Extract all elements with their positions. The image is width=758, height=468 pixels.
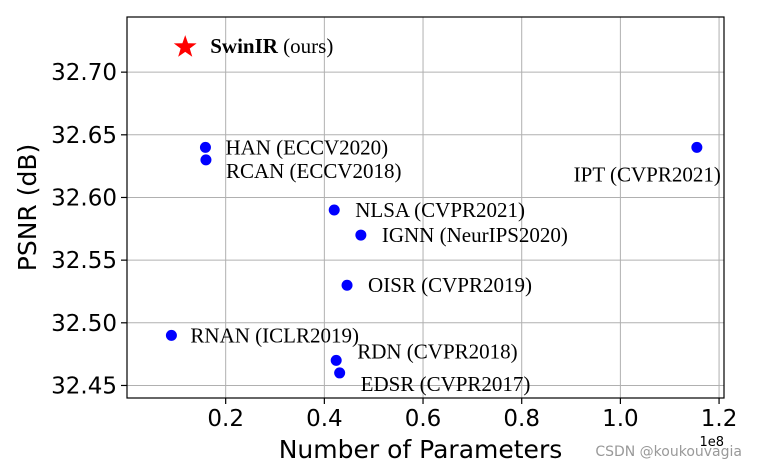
point-rdn-label: RDN (CVPR2018) <box>357 339 517 363</box>
point-swinir-label-bold: SwinIR <box>210 34 279 58</box>
point-oisr-label: OISR (CVPR2019) <box>368 273 532 297</box>
point-swinir-label: SwinIR (ours) <box>210 34 333 58</box>
x-tick-label: 0.4 <box>306 406 343 432</box>
watermark-text: CSDN @koukouvagia <box>595 444 742 460</box>
y-tick-label: 32.60 <box>51 185 117 211</box>
x-axis-exponent: 1e8 <box>699 435 724 450</box>
point-ignn-label: IGNN (NeurIPS2020) <box>382 223 568 247</box>
y-axis-title: PSNR (dB) <box>13 144 42 272</box>
point-rnan-label: RNAN (ICLR2019) <box>190 323 359 347</box>
data-points: SwinIR (ours) HAN (ECCV2020)RCAN (ECCV201… <box>165 34 721 396</box>
point-nlsa-label: NLSA (CVPR2021) <box>355 198 525 222</box>
point-swinir-star-marker <box>173 35 197 57</box>
plot-frame <box>126 16 725 399</box>
point-edsr-label: EDSR (CVPR2017) <box>361 372 531 396</box>
y-tick-label: 32.55 <box>51 248 117 274</box>
x-tick-label: 1.0 <box>602 406 639 432</box>
point-edsr-marker <box>334 367 346 379</box>
grid-lines <box>127 17 724 398</box>
y-tick-label: 32.50 <box>51 311 117 337</box>
x-axis-title: Number of Parameters <box>279 435 563 464</box>
point-rnan-marker <box>165 329 177 341</box>
x-tick-label: 1.2 <box>701 406 738 432</box>
point-rcan-marker <box>200 154 212 166</box>
axis-ticks: 0.2 0.4 0.6 0.8 1.0 1.2 32.45 32.50 32.55 32.60 32… <box>51 60 737 432</box>
point-oisr-marker <box>341 279 353 291</box>
point-rdn-marker <box>330 354 342 366</box>
x-tick-label: 0.2 <box>207 406 244 432</box>
point-rcan-label: RCAN (ECCV2018) <box>226 159 402 183</box>
y-tick-label: 32.70 <box>51 60 117 86</box>
y-tick-label: 32.65 <box>51 123 117 149</box>
point-ignn-marker <box>355 229 367 241</box>
point-swinir-label-rest: (ours) <box>278 34 333 58</box>
point-nlsa-marker <box>328 204 340 216</box>
y-tick-label: 32.45 <box>51 373 117 399</box>
point-ipt-marker <box>691 141 703 153</box>
point-ipt-label: IPT (CVPR2021) <box>574 162 721 186</box>
x-tick-label: 0.6 <box>405 406 442 432</box>
point-han-marker <box>199 141 211 153</box>
point-han-label: HAN (ECCV2020) <box>225 135 388 159</box>
x-tick-label: 0.8 <box>503 406 540 432</box>
